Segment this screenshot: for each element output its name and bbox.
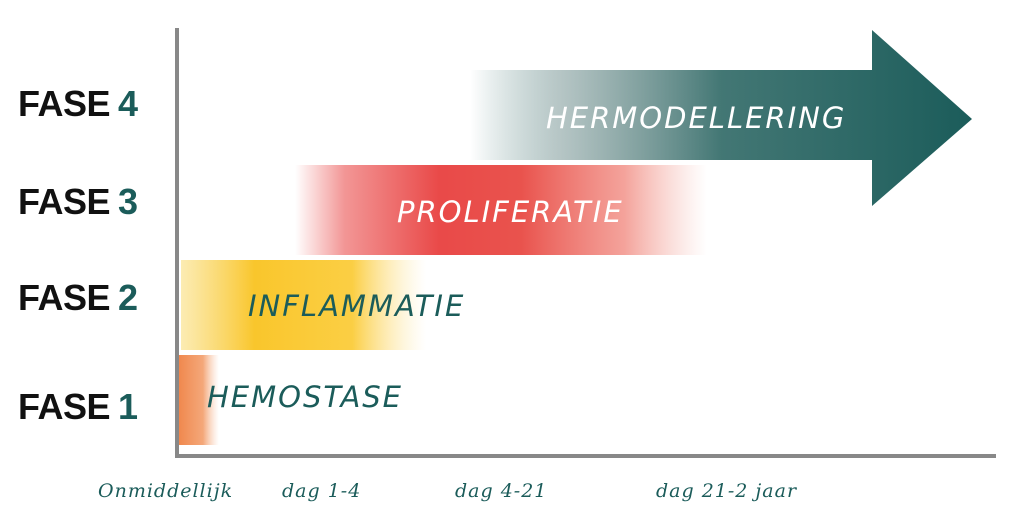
fase-1-label: FASE 1 [18, 389, 138, 425]
fase-2-label: FASE 2 [18, 280, 138, 316]
fase-3-label: FASE 3 [18, 184, 138, 220]
fase-number: 3 [118, 181, 138, 222]
phase-3-band [295, 165, 707, 255]
timeline-label-dag-1-4: dag 1-4 [282, 480, 362, 502]
fase-number: 2 [118, 277, 138, 318]
phase-4-arrow [470, 30, 972, 206]
fase-number: 4 [118, 83, 138, 124]
phase-4-name: HERMODELLERING [546, 101, 847, 135]
fase-word: FASE [18, 386, 111, 427]
fase-word: FASE [18, 277, 111, 318]
phase-1-band [179, 355, 219, 445]
fase-word: FASE [18, 181, 111, 222]
phase-2-band [181, 260, 426, 350]
phase-1-name: HEMOSTASE [207, 380, 404, 414]
timeline-label-onmiddellijk: Onmiddellijk [98, 480, 234, 502]
fase-word: FASE [18, 83, 111, 124]
fase-4-label: FASE 4 [18, 86, 138, 122]
timeline-label-dag-4-21: dag 4-21 [455, 480, 548, 502]
phase-2-name: INFLAMMATIE [248, 289, 466, 323]
phase-3-name: PROLIFERATIE [397, 195, 624, 229]
timeline-label-dag-21-2-jaar: dag 21-2 jaar [656, 480, 798, 502]
fase-number: 1 [118, 386, 138, 427]
